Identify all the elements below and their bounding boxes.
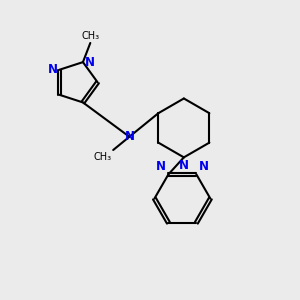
Text: N: N [124, 130, 134, 143]
Text: N: N [84, 56, 94, 69]
Text: N: N [199, 160, 209, 173]
Text: CH₃: CH₃ [94, 152, 112, 162]
Text: N: N [156, 160, 166, 173]
Text: N: N [48, 63, 58, 76]
Text: CH₃: CH₃ [81, 31, 99, 41]
Text: N: N [179, 159, 189, 172]
